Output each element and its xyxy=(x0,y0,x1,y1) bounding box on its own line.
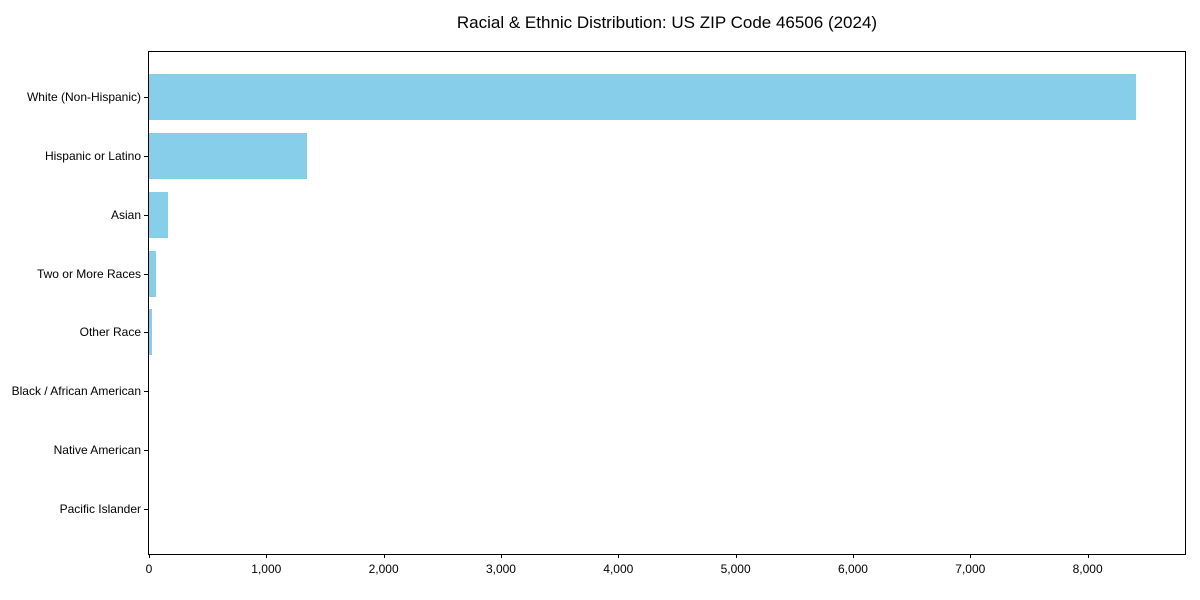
y-axis-tick xyxy=(144,273,148,275)
x-axis-tick-label: 0 xyxy=(145,562,153,576)
y-axis-tick xyxy=(144,391,148,393)
x-axis-tick xyxy=(149,554,150,558)
plot-area: White (Non-Hispanic) Hispanic or Latino As… xyxy=(12,51,1186,576)
y-axis-label: Black / African American xyxy=(11,384,141,399)
y-axis-tick xyxy=(144,214,148,216)
y-axis-label: Native American xyxy=(53,443,141,457)
y-axis-label: Hispanic or Latino xyxy=(44,148,141,163)
x-axis-tick xyxy=(500,554,502,558)
x-axis-tick-label: 6,000 xyxy=(837,562,868,576)
x-axis-tick xyxy=(735,554,737,558)
y-axis-tick xyxy=(144,155,148,157)
x-axis-tick-label: 3,000 xyxy=(485,562,516,576)
y-axis-label: Asian xyxy=(110,207,141,222)
bar xyxy=(149,309,152,356)
x-axis-tick-label: 5,000 xyxy=(720,562,751,576)
x-axis-tick-label: 7,000 xyxy=(955,562,986,576)
x-axis-tick-label: 4,000 xyxy=(603,562,634,576)
y-axis-label: Pacific Islander xyxy=(59,501,141,516)
bar xyxy=(149,250,157,297)
y-axis-label: Other Race xyxy=(79,325,141,340)
x-axis-tick xyxy=(1087,554,1089,558)
bar xyxy=(149,74,1136,121)
x-axis-tick xyxy=(852,554,854,558)
y-axis-label: Two or More Races xyxy=(36,266,141,281)
y-axis-tick xyxy=(144,450,148,451)
x-axis-tick-label: 1,000 xyxy=(251,562,282,576)
y-axis-label: White (Non-Hispanic) xyxy=(26,90,141,105)
x-axis-tick-label: 8,000 xyxy=(1072,562,1103,576)
bar xyxy=(149,191,168,238)
x-axis-tick xyxy=(618,554,620,558)
x-axis-tick xyxy=(266,554,268,558)
x-axis-tick-label: 2,000 xyxy=(368,562,399,576)
bar xyxy=(149,132,307,179)
y-axis-tick xyxy=(144,97,148,99)
y-axis-tick xyxy=(144,332,148,334)
chart-title: Racial & Ethnic Distribution: US ZIP Cod… xyxy=(456,13,878,32)
y-axis-tick xyxy=(144,508,148,510)
x-axis-tick xyxy=(970,554,972,558)
x-axis-tick xyxy=(383,554,385,558)
